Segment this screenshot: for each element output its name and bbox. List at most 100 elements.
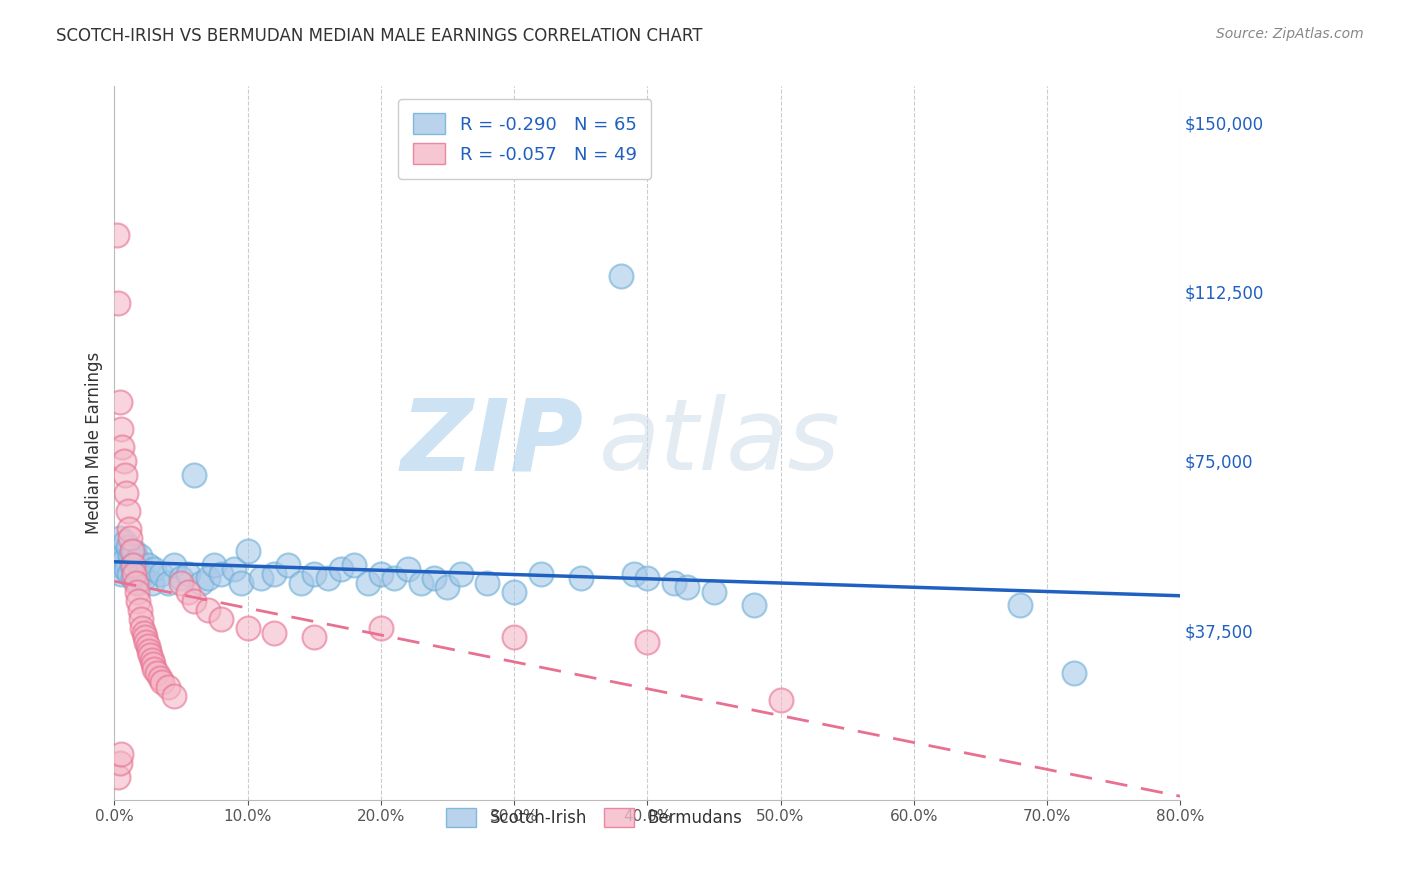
Point xyxy=(117,540,139,554)
Point xyxy=(163,689,186,703)
Point xyxy=(662,575,685,590)
Point xyxy=(134,630,156,644)
Point xyxy=(202,558,225,572)
Point xyxy=(112,454,135,468)
Text: atlas: atlas xyxy=(599,394,841,491)
Point xyxy=(124,544,146,558)
Point xyxy=(156,575,179,590)
Point xyxy=(229,575,252,590)
Point xyxy=(110,566,132,581)
Point xyxy=(143,562,166,576)
Point xyxy=(135,634,157,648)
Text: Source: ZipAtlas.com: Source: ZipAtlas.com xyxy=(1216,27,1364,41)
Point xyxy=(125,575,148,590)
Point xyxy=(142,657,165,672)
Point xyxy=(569,571,592,585)
Point xyxy=(316,571,339,585)
Point xyxy=(183,594,205,608)
Point xyxy=(277,558,299,572)
Point xyxy=(128,549,150,563)
Point xyxy=(129,612,152,626)
Point xyxy=(110,422,132,436)
Point xyxy=(1010,599,1032,613)
Point xyxy=(609,268,631,283)
Point xyxy=(141,575,163,590)
Point xyxy=(304,630,326,644)
Point xyxy=(263,625,285,640)
Point xyxy=(190,575,212,590)
Point xyxy=(131,621,153,635)
Point xyxy=(114,467,136,482)
Point xyxy=(111,441,134,455)
Point xyxy=(329,562,352,576)
Point xyxy=(676,580,699,594)
Point xyxy=(163,558,186,572)
Point xyxy=(115,485,138,500)
Point xyxy=(132,571,155,585)
Point xyxy=(409,575,432,590)
Point xyxy=(128,603,150,617)
Point xyxy=(150,566,173,581)
Point xyxy=(304,566,326,581)
Point xyxy=(110,747,132,762)
Point xyxy=(250,571,273,585)
Point xyxy=(117,503,139,517)
Point xyxy=(122,558,145,572)
Point xyxy=(423,571,446,585)
Point xyxy=(382,571,405,585)
Point xyxy=(769,693,792,707)
Point xyxy=(136,639,159,653)
Point xyxy=(263,566,285,581)
Point xyxy=(138,643,160,657)
Point xyxy=(105,544,128,558)
Point xyxy=(127,594,149,608)
Point xyxy=(530,566,553,581)
Point xyxy=(139,648,162,662)
Point xyxy=(120,531,142,545)
Point xyxy=(132,625,155,640)
Point xyxy=(450,566,472,581)
Point xyxy=(503,585,526,599)
Legend: Scotch-Irish, Bermudans: Scotch-Irish, Bermudans xyxy=(440,801,748,834)
Point xyxy=(107,558,129,572)
Point xyxy=(121,544,143,558)
Point xyxy=(118,522,141,536)
Point xyxy=(111,549,134,563)
Text: SCOTCH-IRISH VS BERMUDAN MEDIAN MALE EARNINGS CORRELATION CHART: SCOTCH-IRISH VS BERMUDAN MEDIAN MALE EAR… xyxy=(56,27,703,45)
Point xyxy=(197,571,219,585)
Point xyxy=(129,566,152,581)
Point xyxy=(121,558,143,572)
Point xyxy=(124,566,146,581)
Point xyxy=(156,680,179,694)
Point xyxy=(120,549,142,563)
Point xyxy=(112,553,135,567)
Point xyxy=(122,571,145,585)
Point xyxy=(636,571,658,585)
Point xyxy=(236,621,259,635)
Point xyxy=(209,566,232,581)
Point xyxy=(125,562,148,576)
Point xyxy=(183,467,205,482)
Point xyxy=(343,558,366,572)
Point xyxy=(170,571,193,585)
Point xyxy=(477,575,499,590)
Point xyxy=(503,630,526,644)
Point xyxy=(224,562,246,576)
Point xyxy=(236,544,259,558)
Point xyxy=(742,599,765,613)
Point xyxy=(118,566,141,581)
Point xyxy=(1063,666,1085,681)
Point xyxy=(143,662,166,676)
Point xyxy=(107,770,129,784)
Point xyxy=(209,612,232,626)
Point xyxy=(127,575,149,590)
Point xyxy=(356,575,378,590)
Point xyxy=(176,585,198,599)
Point xyxy=(636,634,658,648)
Point xyxy=(125,553,148,567)
Y-axis label: Median Male Earnings: Median Male Earnings xyxy=(86,351,103,534)
Point xyxy=(108,531,131,545)
Point xyxy=(176,566,198,581)
Point xyxy=(623,566,645,581)
Point xyxy=(703,585,725,599)
